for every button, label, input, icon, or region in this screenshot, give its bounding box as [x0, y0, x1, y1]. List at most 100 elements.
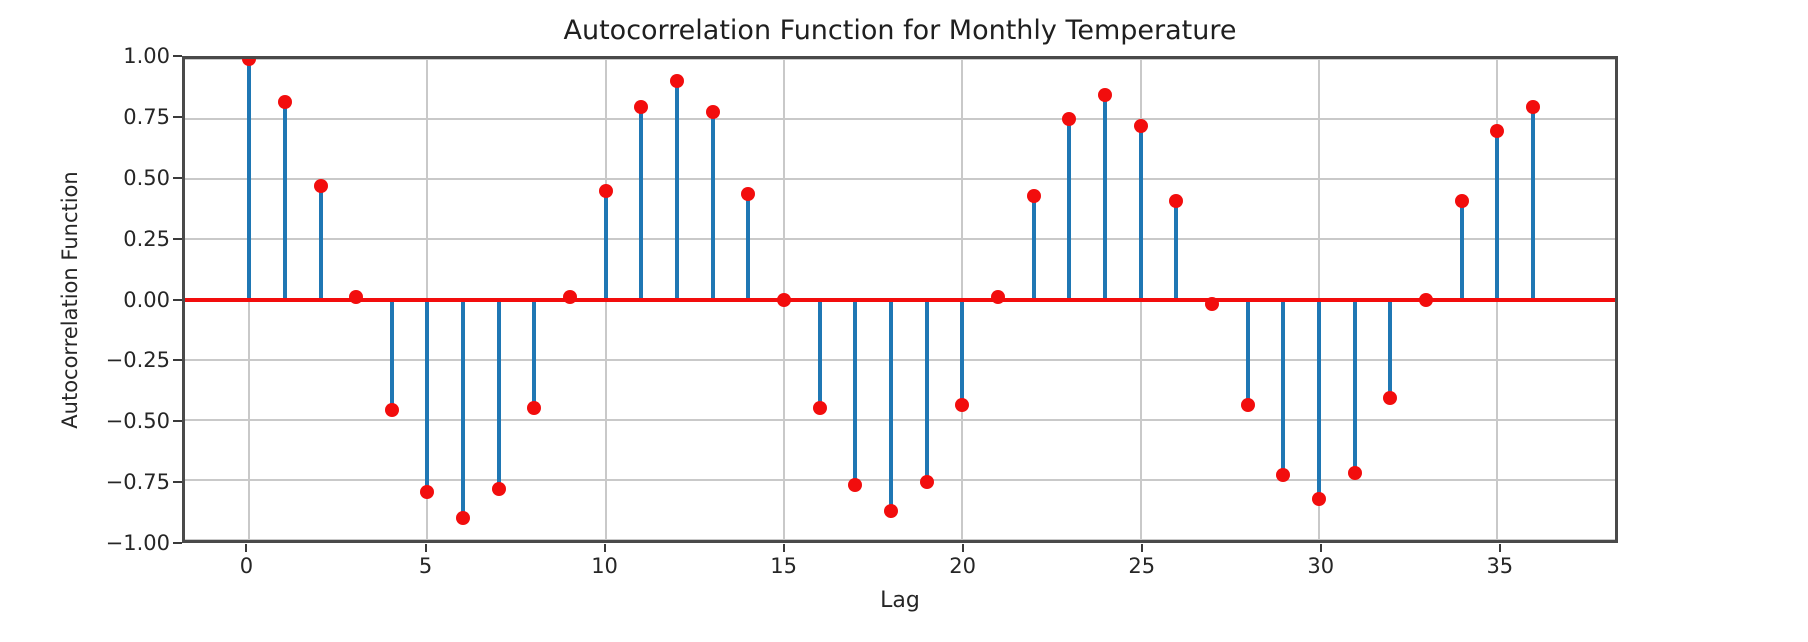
y-tick-mark-0.75 — [173, 115, 182, 118]
y-tick-label-0.25: 0.25 — [123, 226, 170, 251]
marker-lag-20 — [955, 398, 970, 413]
x-tick-label-35: 35 — [1486, 554, 1514, 578]
marker-lag-24 — [1098, 88, 1113, 103]
x-tick-mark-25 — [1140, 544, 1143, 552]
marker-lag-18 — [884, 504, 899, 519]
stem-lag-14 — [746, 193, 751, 300]
stem-lag-20 — [960, 299, 965, 406]
stem-lag-16 — [817, 299, 822, 408]
stem-lag-32 — [1388, 299, 1393, 399]
stem-lag-26 — [1174, 200, 1179, 300]
marker-lag-12 — [670, 73, 685, 88]
y-tick-mark-−0.50 — [173, 420, 182, 423]
marker-lag-35 — [1490, 124, 1505, 139]
gridline-y-−0.75 — [185, 478, 1615, 481]
y-tick-mark-0.50 — [173, 176, 182, 179]
marker-lag-34 — [1454, 193, 1469, 208]
x-tick-label-0: 0 — [239, 554, 254, 578]
stem-lag-35 — [1495, 131, 1500, 300]
stem-lag-25 — [1138, 126, 1143, 300]
gridline-y-−1.00 — [185, 539, 1615, 540]
y-tick-label-0.50: 0.50 — [123, 165, 170, 190]
stem-lag-30 — [1317, 299, 1321, 500]
y-tick-label-1.00: 1.00 — [123, 44, 170, 68]
stem-lag-31 — [1352, 299, 1357, 473]
marker-lag-22 — [1026, 189, 1041, 204]
y-tick-mark-0.25 — [173, 237, 182, 240]
stem-lag-4 — [389, 299, 394, 411]
y-tick-label-−1.00: −1.00 — [105, 531, 170, 555]
marker-lag-33 — [1418, 292, 1433, 307]
marker-lag-4 — [384, 403, 399, 418]
marker-lag-21 — [991, 290, 1006, 305]
x-tick-mark-10 — [603, 544, 606, 552]
y-tick-mark-1.00 — [173, 55, 182, 57]
marker-lag-27 — [1205, 297, 1220, 312]
stem-lag-36 — [1530, 107, 1535, 300]
stem-lag-28 — [1245, 299, 1250, 406]
marker-lag-0 — [242, 59, 257, 66]
marker-lag-11 — [634, 100, 649, 115]
marker-lag-6 — [456, 511, 471, 526]
y-tick-label-0.00: 0.00 — [123, 287, 170, 312]
marker-lag-31 — [1347, 465, 1362, 480]
gridline-y-1.00 — [185, 59, 1615, 60]
marker-lag-8 — [527, 400, 542, 415]
marker-lag-25 — [1133, 119, 1148, 134]
marker-lag-3 — [349, 290, 364, 305]
x-axis-label: Lag — [880, 588, 920, 613]
gridline-y-0.25 — [185, 238, 1615, 241]
marker-lag-7 — [491, 482, 506, 497]
marker-lag-15 — [777, 292, 792, 307]
marker-lag-2 — [313, 179, 328, 194]
gridline-y-−0.50 — [185, 418, 1615, 421]
marker-lag-30 — [1312, 492, 1326, 507]
stem-lag-24 — [1103, 95, 1108, 300]
stem-lag-7 — [496, 299, 501, 490]
y-tick-label-−0.75: −0.75 — [105, 470, 170, 495]
y-tick-mark-−0.25 — [173, 359, 182, 362]
x-tick-mark-0 — [245, 544, 248, 552]
stem-lag-0 — [247, 59, 252, 300]
marker-lag-9 — [563, 290, 578, 305]
marker-lag-17 — [848, 477, 863, 492]
x-tick-mark-30 — [1319, 544, 1322, 552]
marker-lag-13 — [705, 104, 720, 119]
stem-lag-19 — [924, 299, 929, 483]
marker-lag-28 — [1240, 398, 1255, 413]
stem-lag-5 — [425, 299, 430, 492]
marker-lag-14 — [741, 186, 756, 201]
x-tick-mark-35 — [1498, 544, 1501, 552]
zero-baseline — [185, 297, 1615, 302]
marker-lag-19 — [919, 475, 934, 490]
plot-area — [182, 56, 1618, 543]
gridline-y-0.75 — [185, 118, 1615, 121]
y-tick-mark-−0.75 — [173, 481, 182, 484]
stem-lag-34 — [1459, 200, 1464, 300]
x-tick-label-20: 20 — [949, 554, 977, 578]
y-tick-mark-0.00 — [173, 298, 182, 301]
marker-lag-5 — [420, 484, 435, 499]
marker-lag-10 — [598, 184, 613, 199]
chart-title: Autocorrelation Function for Monthly Tem… — [563, 15, 1237, 46]
stem-lag-17 — [853, 299, 858, 485]
marker-lag-1 — [277, 95, 292, 110]
marker-lag-32 — [1383, 391, 1398, 406]
stem-lag-8 — [532, 299, 537, 408]
stem-lag-2 — [318, 186, 323, 300]
y-tick-label-−0.25: −0.25 — [105, 348, 170, 373]
stem-lag-29 — [1281, 299, 1286, 476]
stem-lag-13 — [710, 111, 715, 300]
stem-lag-22 — [1031, 196, 1036, 300]
y-tick-mark-−1.00 — [173, 542, 182, 544]
x-tick-label-25: 25 — [1128, 554, 1156, 578]
x-tick-label-30: 30 — [1307, 554, 1335, 578]
stem-lag-12 — [675, 80, 680, 300]
y-tick-label-−0.50: −0.50 — [105, 409, 170, 434]
x-tick-label-10: 10 — [591, 554, 618, 578]
x-tick-mark-20 — [961, 544, 964, 552]
gridline-y-0.50 — [185, 178, 1615, 181]
marker-lag-23 — [1062, 112, 1077, 127]
stem-lag-10 — [603, 191, 608, 300]
